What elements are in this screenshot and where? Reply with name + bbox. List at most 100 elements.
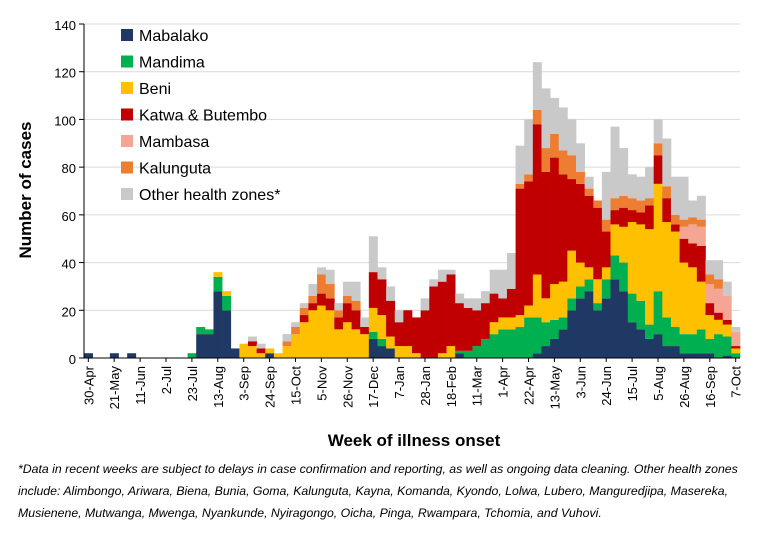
bar-segment	[532, 353, 542, 358]
footnote: *Data in recent weeks are subject to del…	[18, 462, 738, 520]
bar-segment	[515, 315, 525, 327]
bar-segment	[291, 326, 301, 335]
bar-segment	[731, 326, 741, 332]
bar-segment	[317, 305, 327, 358]
bar-segment	[325, 298, 335, 311]
bar-segment	[688, 267, 698, 335]
bar-segment	[550, 97, 560, 134]
bar-segment	[610, 255, 620, 280]
bar-segment	[558, 329, 568, 358]
bar-segment	[696, 353, 706, 358]
bar-segment	[532, 317, 542, 354]
y-axis-title: Number of cases	[16, 122, 35, 259]
y-tick-label: 40	[62, 257, 76, 272]
bar-segment	[360, 317, 370, 327]
x-tick-label: 28-Jan	[418, 366, 433, 406]
bar-segment	[558, 174, 568, 282]
bar-segment	[610, 210, 620, 225]
y-tick-label: 140	[54, 18, 76, 33]
bar-segment	[593, 303, 603, 311]
bar-segment	[446, 269, 456, 275]
bar-segment	[506, 253, 516, 289]
bar-segment	[576, 183, 585, 263]
bar-segment	[308, 303, 318, 311]
bar-segment	[576, 171, 585, 184]
bar-segment	[714, 319, 724, 335]
bar-segment	[334, 329, 344, 358]
bar-segment	[679, 238, 689, 263]
legend-swatch	[121, 82, 133, 94]
x-axis-title: Week of illness onset	[328, 431, 501, 450]
bar-segment	[222, 310, 232, 358]
bar-segment	[368, 236, 378, 273]
bar-segment	[204, 329, 214, 335]
x-tick-label: 30-Apr	[81, 365, 96, 405]
bar-segment	[714, 334, 724, 358]
bar-segment	[610, 279, 620, 358]
bar-segment	[472, 310, 482, 347]
bar-segment	[731, 353, 741, 358]
bar-segment	[550, 157, 560, 285]
bar-segment	[601, 219, 611, 232]
bars-group	[84, 62, 741, 358]
bar-segment	[731, 346, 741, 349]
legend-swatch	[121, 188, 133, 200]
legend-label: Mambasa	[139, 134, 209, 151]
bar-segment	[584, 279, 594, 292]
bar-segment	[541, 171, 551, 299]
bar-segment	[515, 183, 525, 189]
bar-segment	[584, 188, 594, 196]
bar-segment	[342, 303, 352, 323]
bar-segment	[524, 317, 534, 358]
bar-segment	[722, 281, 732, 296]
bar-segment	[299, 315, 309, 323]
bar-segment	[437, 281, 447, 354]
bar-segment	[619, 148, 629, 196]
legend-label: Katwa & Butembo	[139, 108, 267, 125]
bar-segment	[386, 348, 396, 358]
bar-segment	[714, 288, 724, 313]
bar-segment	[187, 353, 197, 358]
bar-segment	[368, 338, 378, 358]
bar-segment	[394, 346, 404, 358]
bar-segment	[506, 317, 516, 330]
x-tick-label: 5-Nov	[314, 366, 329, 401]
bar-segment	[670, 176, 680, 215]
x-tick-label: 2-Jul	[159, 366, 174, 394]
bar-segment	[653, 143, 663, 156]
bar-segment	[679, 262, 689, 335]
x-tick-label: 15-Oct	[289, 366, 304, 405]
x-tick-label: 24-Jun	[599, 366, 614, 406]
bar-segment	[472, 346, 482, 358]
bar-segment	[567, 179, 577, 251]
bar-segment	[550, 133, 560, 158]
bar-segment	[662, 346, 672, 358]
legend-swatch	[121, 135, 133, 147]
bar-segment	[472, 298, 482, 311]
bar-segment	[653, 334, 663, 358]
bar-segment	[524, 305, 534, 318]
bar-segment	[645, 167, 655, 199]
bar-segment	[688, 243, 698, 268]
bar-segment	[722, 355, 732, 358]
bar-segment	[653, 183, 663, 292]
bar-segment	[377, 346, 387, 358]
bar-segment	[714, 312, 724, 320]
bar-segment	[714, 260, 724, 280]
bar-segment	[109, 353, 119, 358]
x-tick-label: 16-Sep	[703, 366, 718, 408]
legend-label: Mabalako	[139, 28, 208, 45]
bar-segment	[619, 195, 629, 208]
bar-segment	[204, 334, 214, 358]
bar-segment	[619, 262, 629, 292]
bar-segment	[498, 329, 508, 358]
bar-segment	[550, 338, 560, 358]
bar-segment	[351, 281, 361, 301]
bar-segment	[619, 207, 629, 227]
y-tick-label: 120	[54, 66, 76, 81]
bar-segment	[532, 124, 542, 275]
bar-segment	[670, 224, 680, 232]
bar-segment	[584, 267, 594, 280]
bar-segment	[705, 284, 715, 304]
bar-segment	[731, 348, 741, 354]
